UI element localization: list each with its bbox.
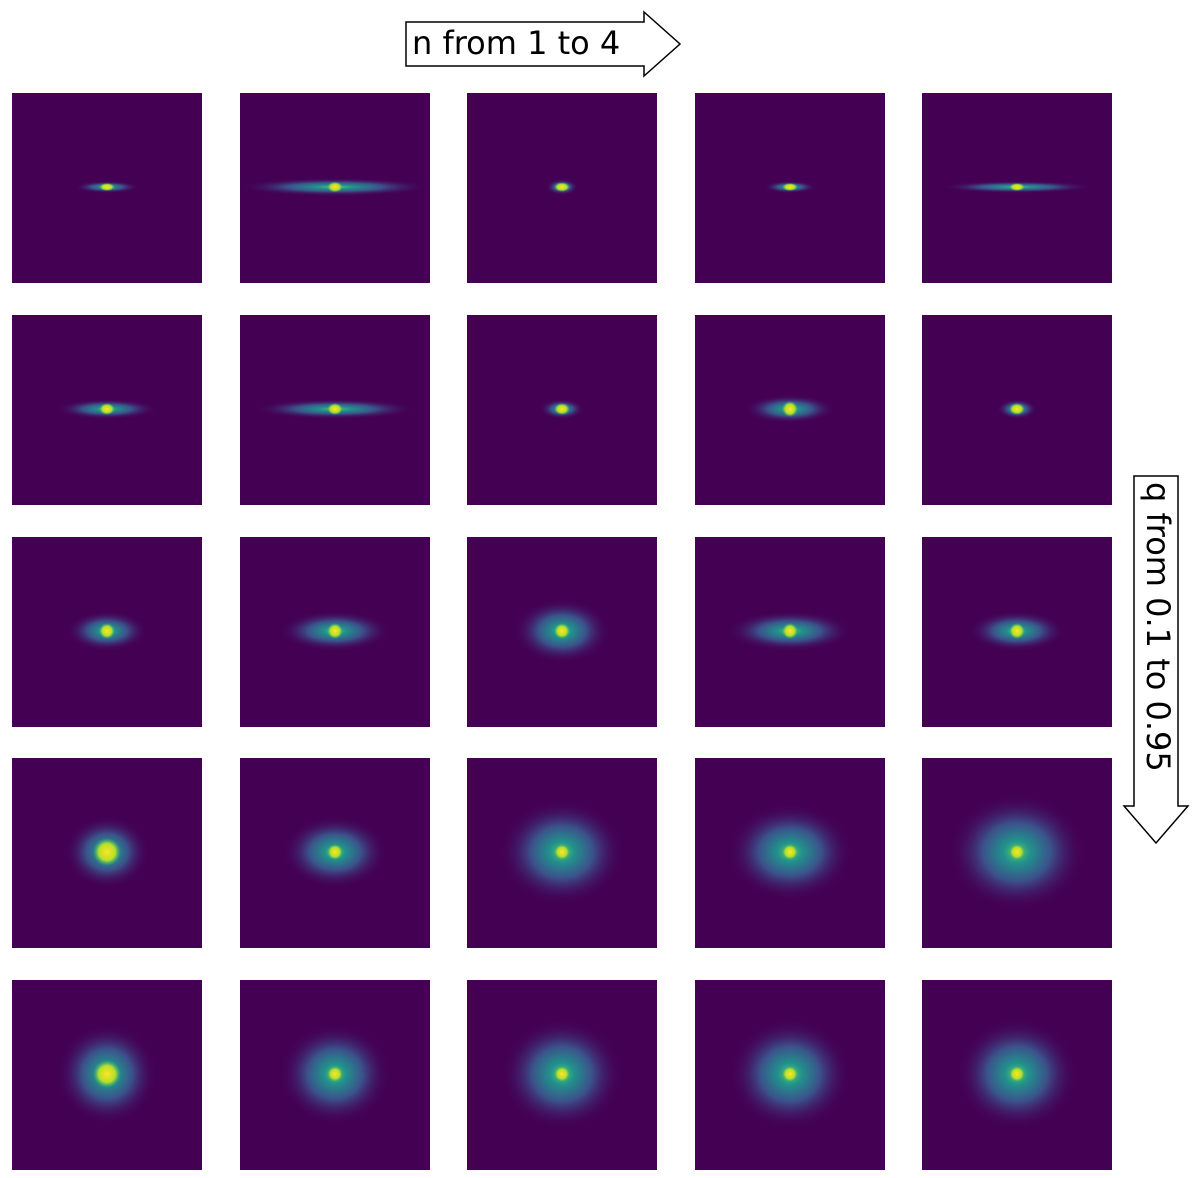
core	[93, 838, 121, 866]
core	[99, 183, 115, 191]
core	[327, 1066, 343, 1082]
core	[782, 1066, 798, 1082]
core	[782, 183, 798, 191]
core	[554, 403, 570, 415]
panel-grid	[12, 93, 1112, 1170]
core	[327, 623, 343, 639]
core	[99, 403, 115, 415]
column-arrow	[405, 10, 682, 78]
column-label: n from 1 to 4	[412, 24, 620, 62]
core	[782, 401, 798, 417]
core	[327, 844, 343, 860]
core	[782, 623, 798, 639]
core	[554, 623, 570, 639]
core	[554, 1066, 570, 1082]
core	[554, 844, 570, 860]
core	[1009, 403, 1025, 415]
core	[1009, 1066, 1025, 1082]
core	[1009, 623, 1025, 639]
row-arrow	[1122, 475, 1190, 845]
core	[1009, 844, 1025, 860]
core	[1009, 183, 1025, 191]
core	[782, 844, 798, 860]
row-label: q from 0.1 to 0.95	[1139, 482, 1177, 772]
core	[327, 181, 343, 193]
core	[327, 403, 343, 415]
core	[99, 623, 115, 639]
core	[554, 182, 570, 192]
core	[93, 1060, 121, 1088]
